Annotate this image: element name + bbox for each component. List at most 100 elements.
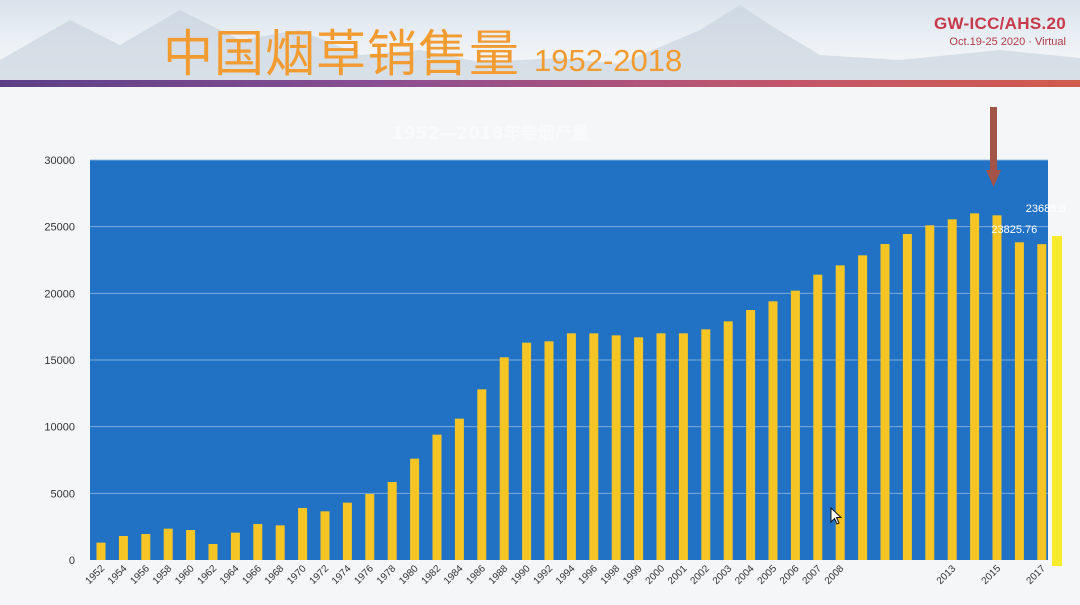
conference-dates: Oct.19-25 2020 · Virtual [949,36,1066,48]
bar [387,482,397,560]
arrow-shaft [990,107,997,171]
bar [163,528,173,560]
bar [208,544,218,560]
x-tick-label: 2003 [711,563,735,587]
bar [835,265,845,560]
slide-title-years: 1952-2018 [534,43,683,78]
bar [230,532,240,560]
bar [96,542,106,560]
bar [320,511,330,560]
header-background [0,0,1080,80]
header-divider [0,80,1080,87]
x-tick-label: 1966 [240,563,264,587]
x-tick-label: 1958 [151,563,175,587]
x-tick-label: 1960 [173,563,197,587]
x-tick-label: 2007 [800,563,824,587]
bar [499,357,509,560]
x-tick-label: 1988 [487,563,511,587]
conference-badge: GW-ICC/AHS.20 Oct.19-25 2020 · Virtual [934,14,1066,48]
bar [701,329,711,560]
x-tick-label: 1972 [308,563,332,587]
x-tick-label: 2004 [733,563,757,587]
bar [186,530,196,560]
bar [118,536,128,560]
x-tick-label: 1984 [442,563,466,587]
bar [813,274,823,560]
x-tick-label: 1998 [599,563,623,587]
bar [365,494,375,560]
x-tick-label: 2001 [666,563,690,587]
bar [298,508,308,560]
x-tick-label: 1956 [128,563,152,587]
x-tick-label: 1976 [352,563,376,587]
y-tick-label: 20000 [44,288,75,300]
x-tick-label: 1996 [576,563,600,587]
conference-name: GW-ICC/AHS.20 [933,14,1066,33]
bar [925,225,935,561]
chart-title: 1952—2018年卷烟产量 [392,124,589,144]
x-tick-label: 1992 [532,563,556,587]
x-tick-label: 1962 [196,563,220,587]
x-tick-label: 1978 [375,563,399,587]
x-tick-label: 1968 [263,563,287,587]
y-tick-label: 10000 [44,422,75,434]
bar [253,524,263,560]
y-tick-label: 15000 [44,355,75,367]
bar [902,234,912,560]
x-tick-label: 2017 [1024,563,1048,587]
great-wall-backdrop [0,5,1080,80]
bar [858,255,868,561]
x-tick-label: 1994 [554,563,578,587]
x-tick-label: 1954 [106,563,130,587]
x-tick-label: 1952 [84,563,108,587]
bar [947,219,957,561]
bar [723,321,733,560]
y-tick-label: 25000 [44,222,75,234]
x-tick-label: 2013 [935,563,959,587]
bar [1037,244,1047,560]
bar [589,333,599,560]
bar [522,342,532,560]
x-tick-label: 2006 [778,563,802,587]
bar [611,335,621,560]
bar [656,333,666,560]
bar [746,310,756,560]
x-tick-label: 1964 [218,563,242,587]
x-tick-label: 1990 [509,563,533,587]
down-arrow-icon [986,170,1001,187]
bar [342,502,352,560]
y-tick-label: 30000 [44,155,75,167]
x-tick-label: 2002 [688,563,712,587]
bar [410,458,420,560]
y-tick-label: 0 [69,555,75,567]
bar-chart: 0500010000150002000025000300001952195419… [44,107,1066,587]
bar [275,525,285,560]
bar [880,244,890,560]
x-tick-label: 1974 [330,563,354,587]
bar [790,290,800,560]
bar [768,301,778,560]
mouse-cursor-icon [830,507,842,525]
bar [454,418,464,560]
data-label: 23825.76 [991,224,1037,236]
x-tick-label: 2008 [823,563,847,587]
bar [544,341,554,560]
y-tick-label: 5000 [51,488,75,500]
bar [141,534,151,560]
x-tick-label: 2005 [756,563,780,587]
x-tick-label: 1980 [397,563,421,587]
bar [432,434,442,560]
bar [970,213,980,561]
x-tick-label: 2015 [980,563,1004,587]
highlight-bar-2018 [1052,236,1062,566]
x-tick-label: 1986 [464,563,488,587]
x-tick-label: 1982 [420,563,444,587]
x-tick-label: 2000 [644,563,668,587]
x-tick-label: 1970 [285,563,309,587]
bar [1014,242,1024,561]
x-tick-label: 1999 [621,563,645,587]
data-label: 23688.8 [1026,203,1066,215]
slide-title-text: 中国烟草销售量 [163,25,520,83]
slide-title: 中国烟草销售量 1952-2018 [163,14,683,83]
bar [566,333,576,560]
